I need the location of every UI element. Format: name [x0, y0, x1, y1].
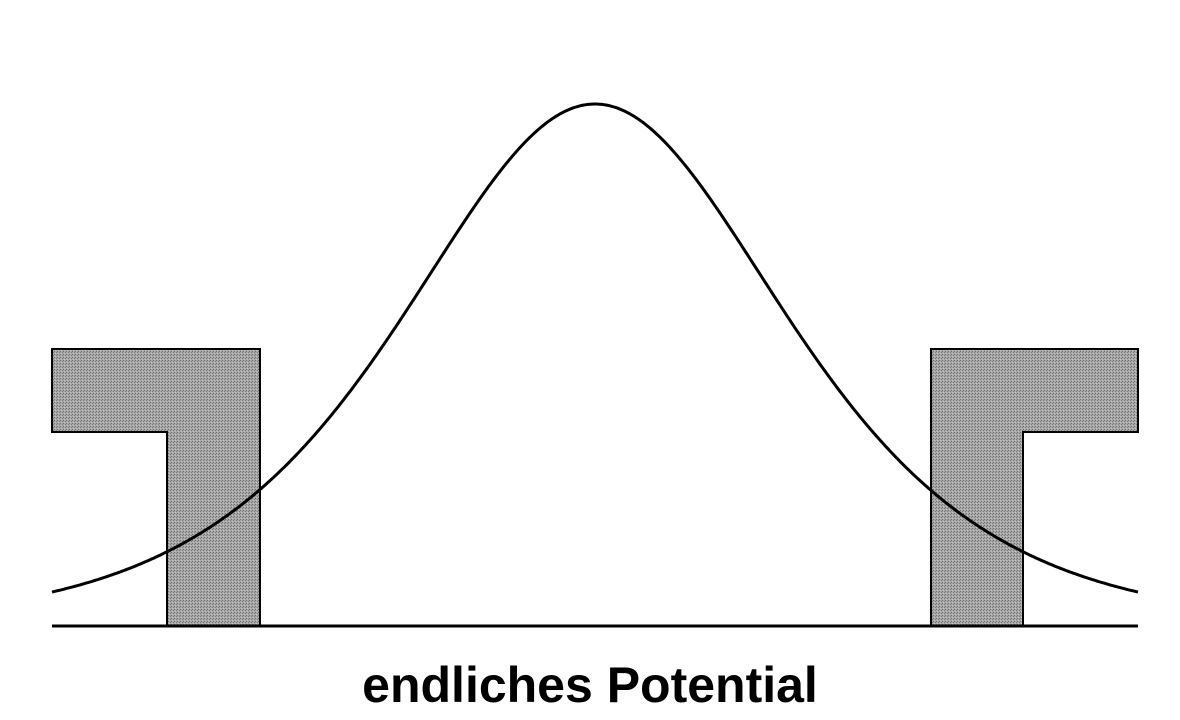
diagram-caption: endliches Potential — [362, 657, 818, 713]
wavefunction-curve — [51, 102, 1139, 594]
